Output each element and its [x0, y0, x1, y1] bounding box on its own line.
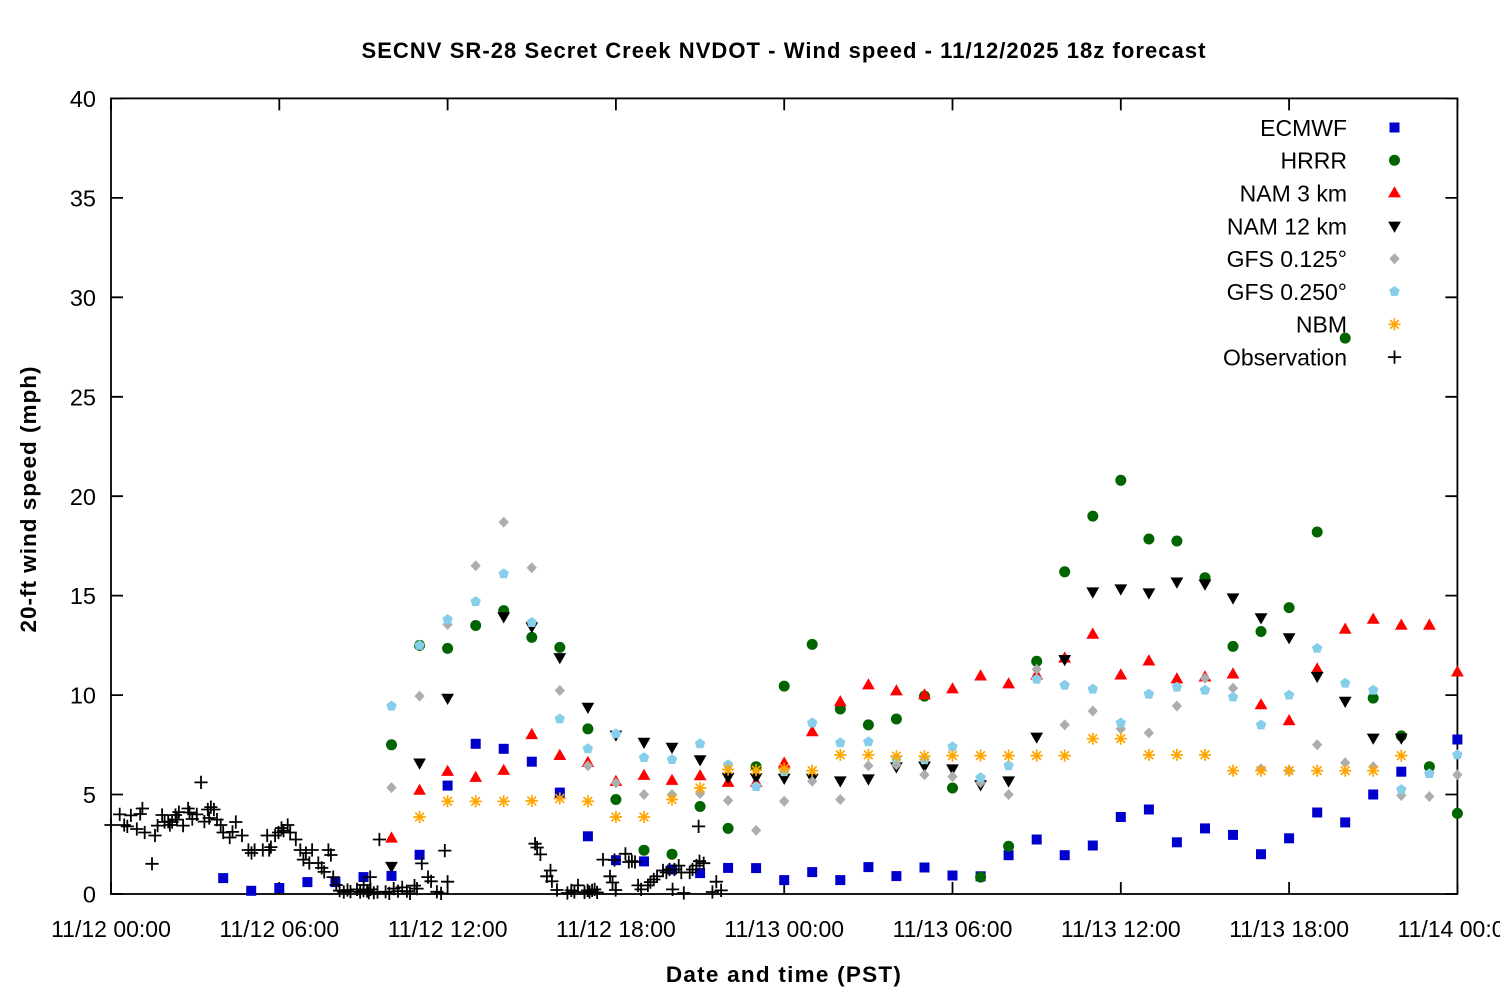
svg-text:NAM 12 km: NAM 12 km	[1227, 213, 1347, 239]
svg-text:0: 0	[83, 882, 96, 908]
svg-text:11/12 18:00: 11/12 18:00	[556, 916, 676, 942]
svg-text:5: 5	[83, 782, 96, 808]
svg-text:11/12 06:00: 11/12 06:00	[219, 916, 339, 942]
svg-text:GFS 0.125°: GFS 0.125°	[1227, 246, 1347, 272]
svg-text:15: 15	[70, 583, 96, 609]
svg-text:NBM: NBM	[1296, 312, 1347, 338]
svg-text:11/12 12:00: 11/12 12:00	[388, 916, 508, 942]
svg-text:11/13 18:00: 11/13 18:00	[1229, 916, 1349, 942]
svg-text:20-ft wind speed (mph): 20-ft wind speed (mph)	[16, 365, 41, 632]
svg-text:HRRR: HRRR	[1281, 148, 1347, 174]
svg-text:20: 20	[70, 484, 96, 510]
svg-text:25: 25	[70, 384, 96, 410]
svg-text:11/13 00:00: 11/13 00:00	[724, 916, 844, 942]
svg-text:ECMWF: ECMWF	[1260, 115, 1347, 141]
svg-text:30: 30	[70, 285, 96, 311]
svg-text:11/14 00:00: 11/14 00:00	[1398, 916, 1500, 942]
svg-text:NAM 3 km: NAM 3 km	[1240, 181, 1347, 207]
svg-text:GFS 0.250°: GFS 0.250°	[1227, 279, 1347, 305]
svg-text:11/13 06:00: 11/13 06:00	[893, 916, 1013, 942]
svg-text:35: 35	[70, 186, 96, 212]
svg-text:40: 40	[70, 86, 96, 112]
svg-text:Date and time (PST): Date and time (PST)	[666, 962, 902, 987]
svg-text:10: 10	[70, 683, 96, 709]
svg-text:SECNV SR-28 Secret Creek NVDOT: SECNV SR-28 Secret Creek NVDOT - Wind sp…	[361, 38, 1206, 63]
svg-text:Observation: Observation	[1223, 345, 1347, 371]
svg-text:11/13 12:00: 11/13 12:00	[1061, 916, 1181, 942]
svg-text:11/12 00:00: 11/12 00:00	[51, 916, 171, 942]
